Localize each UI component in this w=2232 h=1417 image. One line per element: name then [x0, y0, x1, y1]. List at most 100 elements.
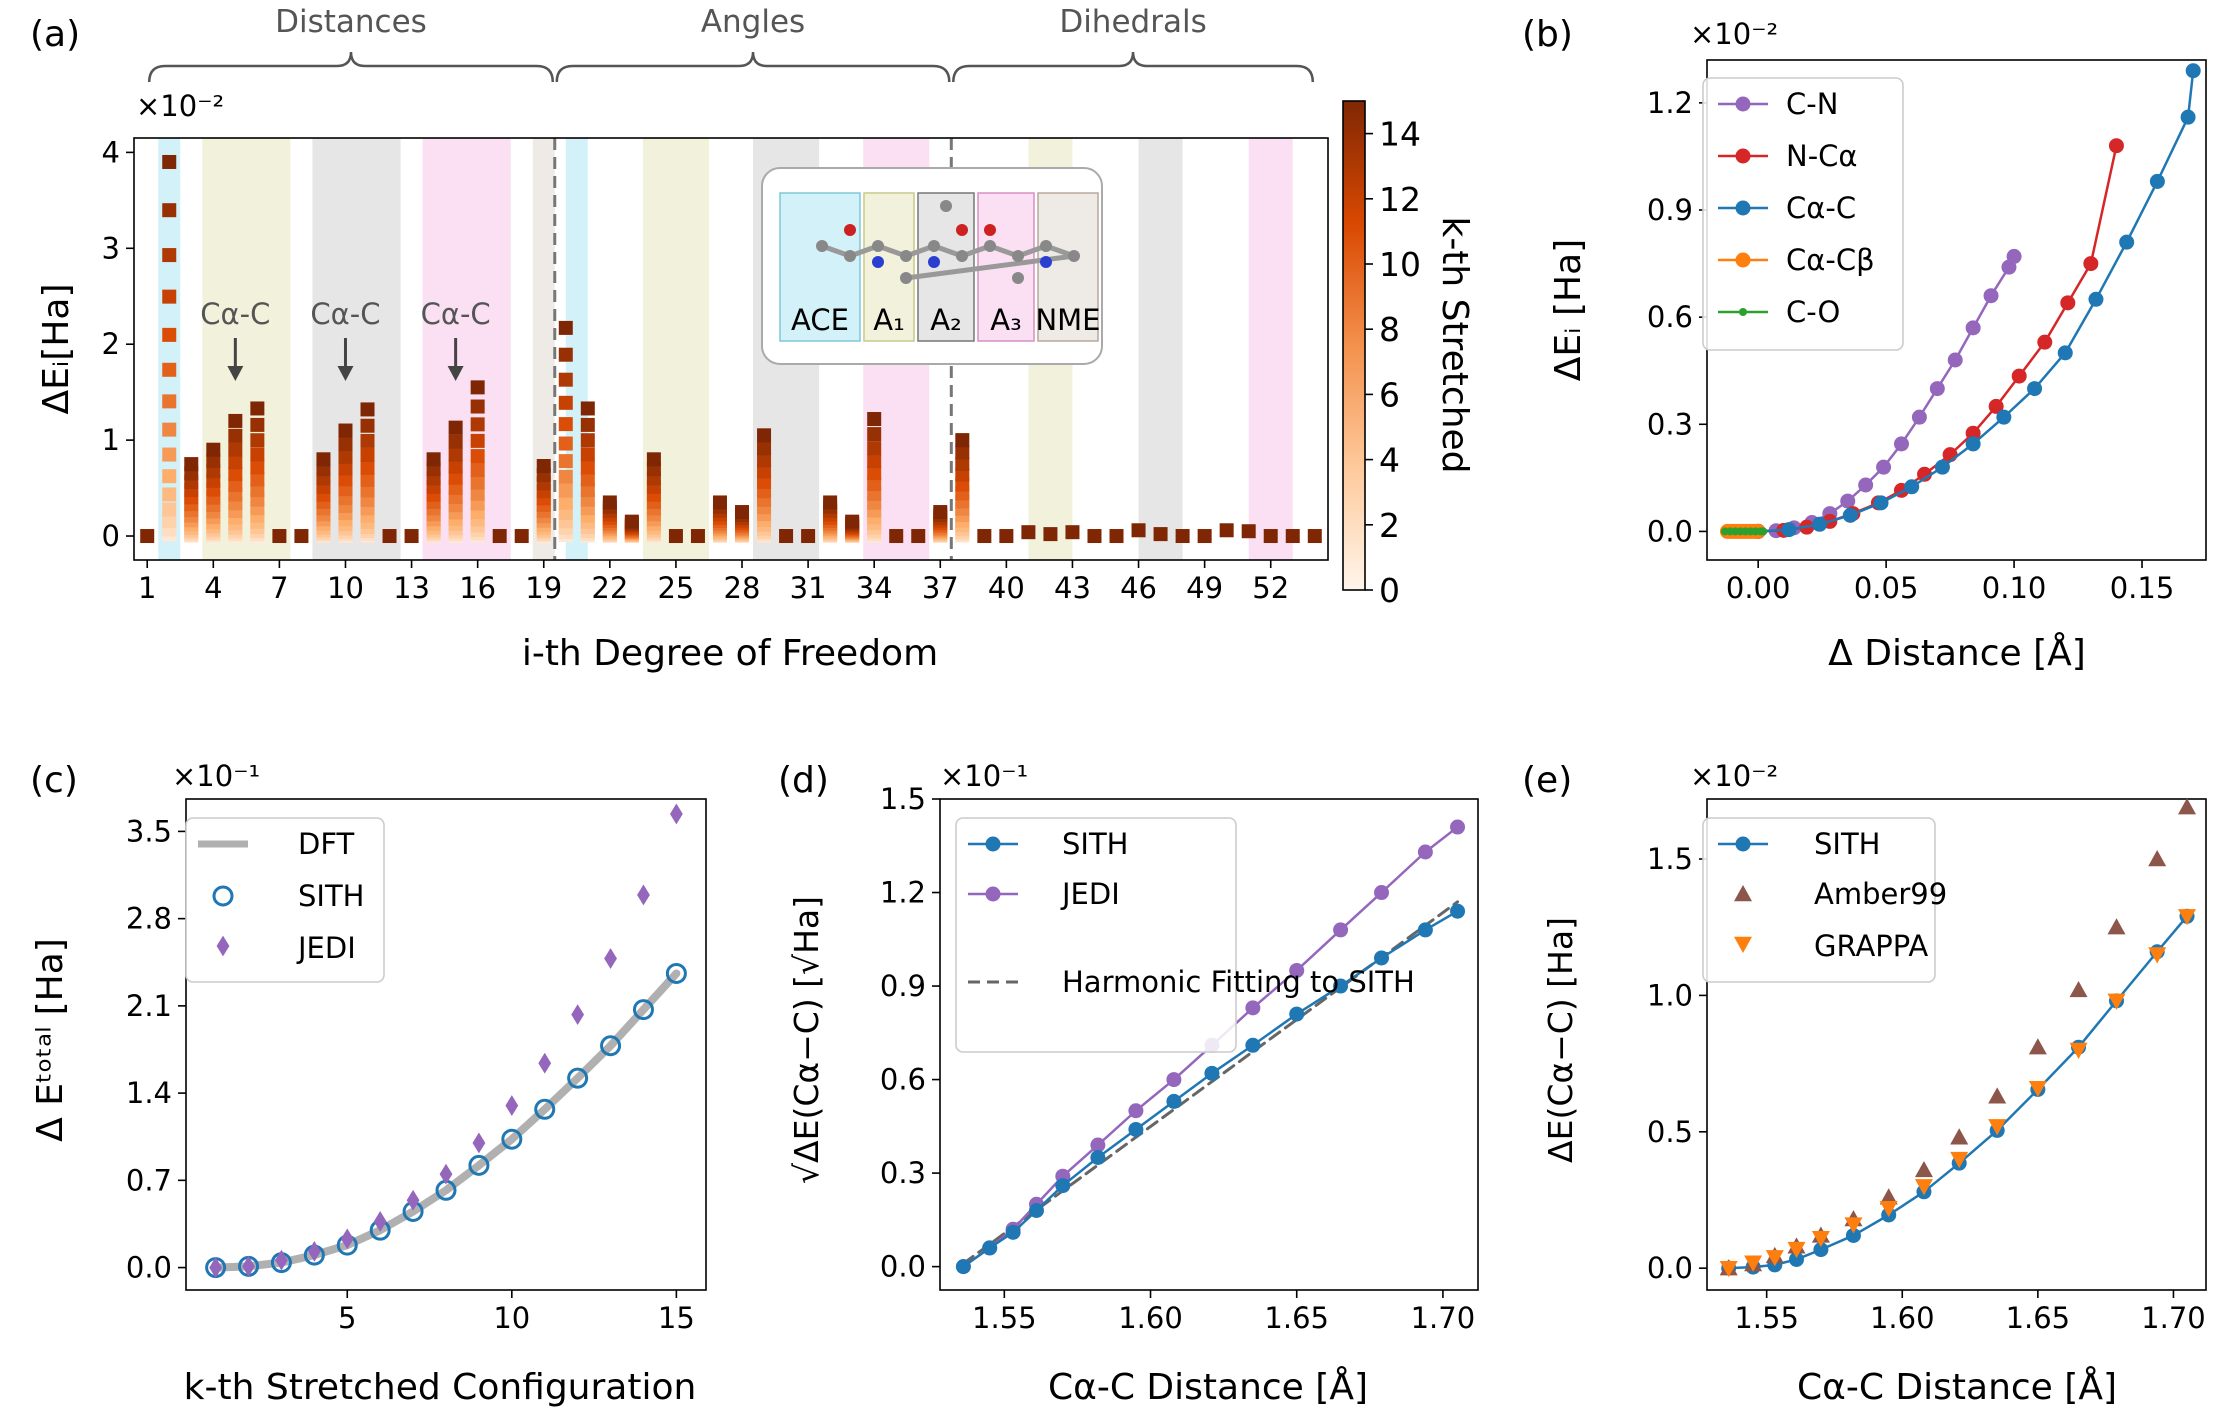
x-tick-label: 15 [658, 1301, 695, 1335]
axes-frame [1706, 798, 2207, 1291]
data-square [889, 529, 904, 544]
sith-point [1417, 922, 1433, 938]
data-square [228, 413, 243, 428]
data-square [867, 477, 882, 492]
data-square [360, 447, 375, 462]
sith-point [1005, 1224, 1021, 1240]
legend-marker [1735, 200, 1751, 216]
sith-point [468, 1154, 490, 1176]
jedi-point [472, 1132, 486, 1154]
legend-label: Amber99 [1814, 877, 1947, 911]
amber-point [1879, 1188, 1898, 1205]
data-square [338, 437, 353, 452]
y-tick-label: 3.5 [126, 814, 172, 848]
inset-label: NME [1035, 303, 1100, 337]
grappa-point [1879, 1200, 1898, 1218]
legend-label: Cα-Cβ [1786, 243, 1875, 277]
jedi-point [538, 1052, 552, 1074]
data-square [228, 477, 243, 492]
data-square [448, 447, 463, 462]
y-tick-label: 4 [102, 135, 120, 169]
grappa-point [1988, 1119, 2007, 1136]
x-tick-label: 52 [1252, 571, 1289, 605]
data-square [558, 417, 573, 432]
data-square [162, 502, 177, 517]
panel-label-a: (a) [30, 14, 80, 55]
data-point [1988, 398, 2004, 414]
data-point [2027, 381, 2043, 397]
data-square [448, 420, 463, 435]
inset-label: A₃ [990, 303, 1021, 337]
brace-label: Distances [275, 4, 427, 40]
data-square [140, 529, 155, 544]
x-tick-label: 1.60 [1118, 1301, 1183, 1335]
atom [900, 250, 912, 262]
amber-point [2148, 850, 2167, 867]
colorbar [1342, 100, 1366, 591]
data-square [338, 423, 353, 438]
x-tick-label: 19 [525, 571, 562, 605]
data-square [580, 417, 595, 432]
atom [872, 256, 884, 268]
data-square [779, 529, 794, 544]
data-square [162, 248, 177, 263]
x-axis-label: i-th Degree of Freedom [522, 633, 938, 674]
sith-point [1204, 1065, 1220, 1081]
data-square [360, 472, 375, 487]
data-point [1996, 409, 2012, 425]
inset-region-a2 [917, 192, 975, 342]
jedi-point [209, 1257, 223, 1278]
data-square [360, 418, 375, 433]
y-scale-label: ×10⁻² [136, 89, 224, 123]
annotation-arrowhead [227, 366, 244, 381]
sith-point [1845, 1227, 1861, 1243]
y-tick-label: 0.3 [880, 1156, 926, 1190]
x-tick-label: 1.65 [1264, 1301, 1329, 1335]
data-point [1812, 516, 1828, 532]
series-line-cac [1756, 69, 2195, 533]
x-tick-label: 7 [270, 571, 288, 605]
data-square [580, 447, 595, 462]
data-square [250, 483, 265, 498]
atom [1068, 250, 1080, 262]
x-tick-label: 1.55 [972, 1301, 1037, 1335]
data-square [448, 434, 463, 449]
data-point [1842, 507, 1858, 523]
data-square [228, 442, 243, 457]
legend-label: C-N [1786, 87, 1838, 121]
amber-point [2028, 1038, 2047, 1055]
atom [1040, 256, 1052, 268]
data-point [1873, 495, 1889, 511]
x-tick-label: 13 [393, 571, 430, 605]
colorbar-tick-label: 14 [1379, 115, 1421, 154]
axes-frame [133, 137, 1329, 561]
data-square [845, 514, 860, 529]
grappa-point [1811, 1230, 1830, 1248]
data-square [536, 459, 551, 474]
data-square [470, 380, 485, 395]
atom [928, 240, 940, 252]
data-point [2006, 248, 2022, 264]
y-tick-label: 0.7 [126, 1163, 172, 1197]
data-square [184, 457, 199, 472]
sith-point [1090, 1150, 1106, 1166]
data-point [1934, 459, 1950, 475]
annotation-arrowhead [337, 366, 354, 381]
y-tick-label: 0.3 [1647, 407, 1693, 441]
data-square [360, 483, 375, 498]
x-tick-label: 40 [988, 571, 1025, 605]
axes-frame [939, 798, 1479, 1291]
dft-curve [211, 969, 681, 1272]
data-point [1840, 493, 1856, 509]
grappa-point [2028, 1080, 2047, 1098]
data-square [294, 529, 309, 544]
x-tick-label: 1 [138, 571, 156, 605]
grappa-point [2107, 993, 2126, 1010]
colorbar-tick-label: 2 [1379, 506, 1400, 545]
jedi-point [340, 1228, 354, 1250]
atom [984, 224, 996, 236]
panel-label-e: (e) [1522, 760, 1572, 801]
data-square [1263, 529, 1278, 544]
y-tick-label: 0.0 [126, 1251, 172, 1285]
data-point [1983, 288, 1999, 304]
